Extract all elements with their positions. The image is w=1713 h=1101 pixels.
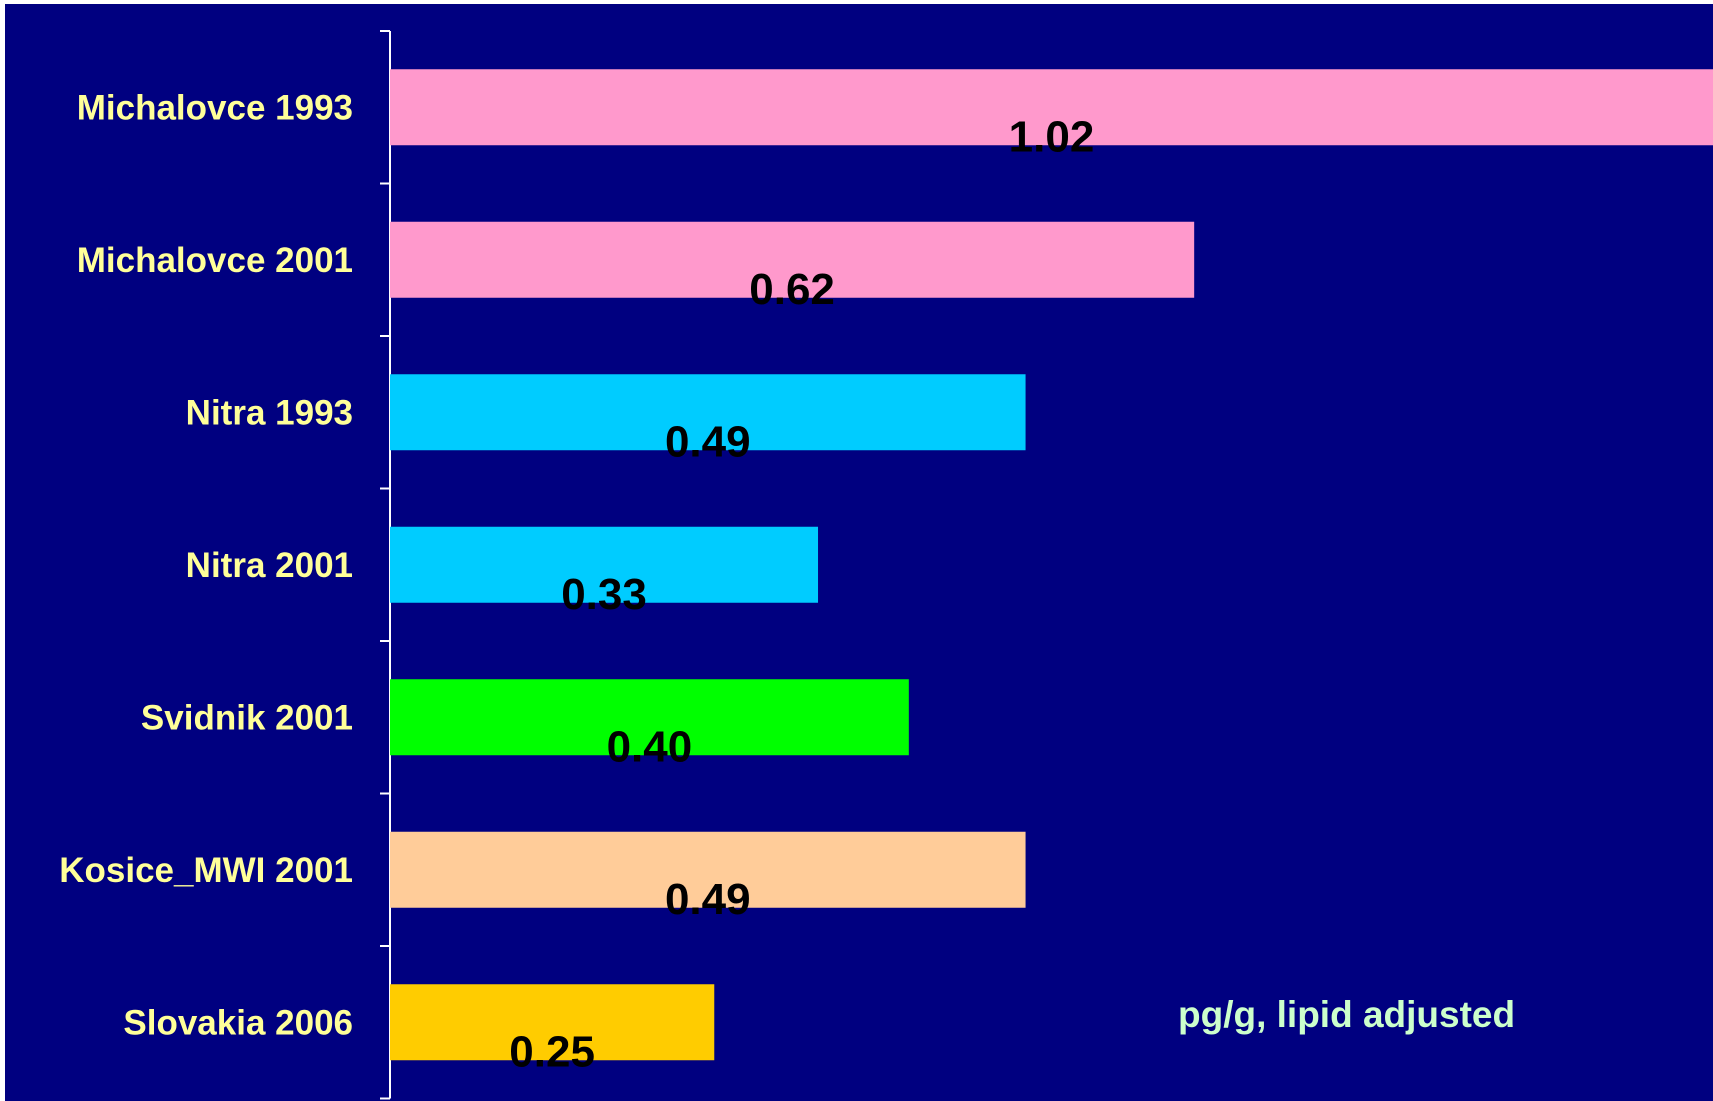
value-label-slovakia-2006: 0.25 xyxy=(509,1027,595,1076)
value-label-nitra-2001: 0.33 xyxy=(561,570,647,619)
value-label-nitra-1993: 0.49 xyxy=(665,417,751,466)
category-label-slovakia-2006: Slovakia 2006 xyxy=(123,1003,353,1042)
category-labels: Michalovce 1993 Michalovce 2001 Nitra 1993… xyxy=(59,88,353,1042)
value-label-michalovce-2001: 0.62 xyxy=(749,265,835,314)
bar-michalovce-2001 xyxy=(390,221,1195,298)
value-label-svidnik-2001: 0.40 xyxy=(607,722,693,771)
value-label-michalovce-1993: 1.02 xyxy=(1009,112,1095,161)
category-label-michalovce-1993: Michalovce 1993 xyxy=(77,88,353,127)
bar-chart: Michalovce 1993 Michalovce 2001 Nitra 1993… xyxy=(5,4,1713,1101)
category-label-nitra-2001: Nitra 2001 xyxy=(186,546,353,585)
value-label-kosice-mwi-2001: 0.49 xyxy=(665,875,751,924)
bar-slovakia-2006 xyxy=(390,984,715,1061)
chart-background xyxy=(5,4,1713,1101)
chart-area: Michalovce 1993 Michalovce 2001 Nitra 1993… xyxy=(5,4,1713,1101)
bar-svidnik-2001 xyxy=(390,679,909,756)
bar-nitra-1993 xyxy=(390,374,1026,451)
bar-kosice-mwi-2001 xyxy=(390,831,1026,908)
bars xyxy=(390,69,1713,1061)
category-label-nitra-1993: Nitra 1993 xyxy=(186,393,353,432)
unit-annotation: pg/g, lipid adjusted xyxy=(1178,994,1515,1035)
category-label-svidnik-2001: Svidnik 2001 xyxy=(141,698,353,737)
bar-michalovce-1993 xyxy=(390,69,1713,146)
category-label-kosice-mwi-2001: Kosice_MWI 2001 xyxy=(59,851,353,890)
category-label-michalovce-2001: Michalovce 2001 xyxy=(77,241,353,280)
bar-nitra-2001 xyxy=(390,526,819,603)
value-labels: 1.02 0.62 0.49 0.33 0.40 0.49 0.25 xyxy=(509,112,1094,1076)
